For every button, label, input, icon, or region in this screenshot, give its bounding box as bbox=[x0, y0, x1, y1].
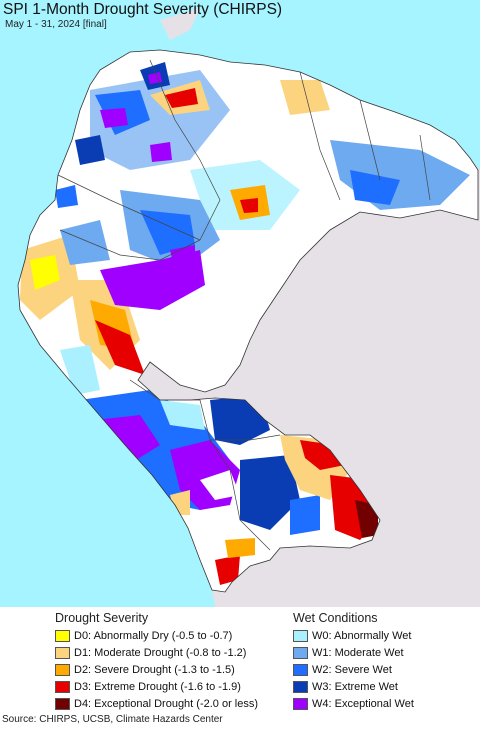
wet-legend-swatch bbox=[293, 680, 308, 693]
drought-legend-item: D3: Extreme Drought (-1.6 to -1.9) bbox=[55, 680, 241, 693]
wet-legend-label: W0: Abnormally Wet bbox=[312, 629, 412, 642]
drought-legend-label: D4: Exceptional Drought (-2.0 or less) bbox=[74, 697, 259, 710]
drought-legend-item: D2: Severe Drought (-1.3 to -1.5) bbox=[55, 663, 235, 676]
wet-legend-item: W4: Exceptional Wet bbox=[293, 697, 414, 710]
drought-legend-swatch bbox=[55, 680, 70, 693]
wet-legend-swatch bbox=[293, 697, 308, 710]
drought-legend-label: D3: Extreme Drought (-1.6 to -1.9) bbox=[74, 680, 241, 693]
drought-legend-swatch bbox=[55, 663, 70, 676]
drought-severity-heading: Drought Severity bbox=[55, 611, 149, 625]
anomaly-patches bbox=[20, 62, 470, 585]
wet-legend-swatch bbox=[293, 646, 308, 659]
drought-legend-item: D0: Abnormally Dry (-0.5 to -0.7) bbox=[55, 629, 232, 642]
country-borders bbox=[57, 59, 431, 551]
wet-conditions-heading: Wet Conditions bbox=[293, 611, 378, 625]
drought-legend-item: D4: Exceptional Drought (-2.0 or less) bbox=[55, 697, 258, 710]
drought-legend-label: D0: Abnormally Dry (-0.5 to -0.7) bbox=[74, 629, 233, 642]
central-america-land bbox=[160, 8, 200, 40]
drought-legend-label: D1: Moderate Drought (-0.8 to -1.2) bbox=[74, 646, 247, 659]
source-credit: Source: CHIRPS, UCSB, Climate Hazards Ce… bbox=[2, 714, 223, 725]
drought-legend-swatch bbox=[55, 646, 70, 659]
legend: Drought Severity Wet Conditions D0: Abno… bbox=[0, 607, 480, 713]
map-title: SPI 1-Month Drought Severity (CHIRPS) bbox=[3, 1, 283, 18]
drought-legend-swatch bbox=[55, 697, 70, 710]
map-subtitle: May 1 - 31, 2024 [final] bbox=[5, 19, 107, 30]
wet-legend-label: W2: Severe Wet bbox=[312, 663, 392, 676]
wet-legend-label: W1: Moderate Wet bbox=[312, 646, 404, 659]
wet-legend-item: W1: Moderate Wet bbox=[293, 646, 404, 659]
wet-legend-item: W2: Severe Wet bbox=[293, 663, 392, 676]
wet-legend-label: W3: Extreme Wet bbox=[312, 680, 398, 693]
wet-legend-label: W4: Exceptional Wet bbox=[312, 697, 414, 710]
pacific-caribbean-ocean bbox=[0, 0, 480, 607]
drought-legend-item: D1: Moderate Drought (-0.8 to -1.2) bbox=[55, 646, 246, 659]
drought-legend-label: D2: Severe Drought (-1.3 to -1.5) bbox=[74, 663, 235, 676]
wet-legend-item: W3: Extreme Wet bbox=[293, 680, 398, 693]
wet-legend-swatch bbox=[293, 663, 308, 676]
wet-legend-item: W0: Abnormally Wet bbox=[293, 629, 411, 642]
drought-legend-swatch bbox=[55, 629, 70, 642]
wet-legend-swatch bbox=[293, 629, 308, 642]
drought-map bbox=[0, 0, 480, 607]
